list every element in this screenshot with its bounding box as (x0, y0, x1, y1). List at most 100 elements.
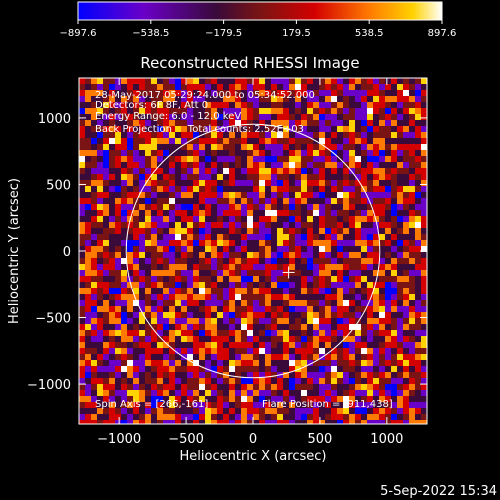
heatmap-pixel (283, 330, 289, 336)
heatmap-pixel (379, 372, 385, 378)
heatmap-pixel (91, 162, 97, 168)
heatmap-pixel (109, 120, 115, 126)
heatmap-pixel (415, 222, 421, 228)
heatmap-pixel (205, 168, 211, 174)
heatmap-pixel (241, 156, 247, 162)
heatmap-pixel (85, 336, 91, 342)
heatmap-pixel (181, 318, 187, 324)
heatmap-pixel (217, 348, 223, 354)
heatmap-pixel (121, 330, 127, 336)
heatmap-pixel (79, 372, 85, 378)
heatmap-pixel (85, 288, 91, 294)
heatmap-pixel (199, 252, 205, 258)
heatmap-pixel (193, 156, 199, 162)
heatmap-pixel (325, 150, 331, 156)
heatmap-pixel (421, 234, 427, 240)
heatmap-pixel (211, 282, 217, 288)
heatmap-pixel (367, 168, 373, 174)
heatmap-pixel (409, 408, 415, 414)
heatmap-pixel (205, 228, 211, 234)
heatmap-pixel (391, 354, 397, 360)
heatmap-pixel (97, 294, 103, 300)
heatmap-pixel (175, 390, 181, 396)
heatmap-pixel (283, 276, 289, 282)
heatmap-pixel (127, 222, 133, 228)
heatmap-pixel (379, 162, 385, 168)
heatmap-pixel (283, 162, 289, 168)
heatmap-pixel (103, 258, 109, 264)
heatmap-pixel (157, 114, 163, 120)
heatmap-pixel (247, 252, 253, 258)
heatmap-pixel (319, 114, 325, 120)
heatmap-pixel (229, 270, 235, 276)
heatmap-pixel (265, 384, 271, 390)
heatmap-pixel (217, 222, 223, 228)
heatmap-pixel (289, 174, 295, 180)
heatmap-pixel (91, 174, 97, 180)
heatmap-pixel (145, 396, 151, 402)
heatmap-pixel (199, 102, 205, 108)
heatmap-pixel (85, 144, 91, 150)
heatmap-pixel (271, 390, 277, 396)
heatmap-pixel (301, 210, 307, 216)
heatmap-pixel (121, 402, 127, 408)
heatmap-pixel (337, 372, 343, 378)
heatmap-pixel (169, 222, 175, 228)
heatmap-pixel (127, 336, 133, 342)
heatmap-pixel (247, 150, 253, 156)
heatmap-pixel (229, 258, 235, 264)
heatmap-pixel (163, 162, 169, 168)
heatmap-pixel (181, 258, 187, 264)
heatmap-pixel (337, 90, 343, 96)
heatmap-pixel (151, 408, 157, 414)
heatmap-pixel (409, 96, 415, 102)
heatmap-pixel (91, 102, 97, 108)
heatmap-pixel (379, 156, 385, 162)
heatmap-pixel (193, 174, 199, 180)
heatmap-pixel (373, 90, 379, 96)
heatmap-pixel (367, 186, 373, 192)
heatmap-pixel (385, 84, 391, 90)
heatmap-pixel (139, 402, 145, 408)
heatmap-pixel (355, 252, 361, 258)
heatmap-pixel (187, 348, 193, 354)
heatmap-pixel (181, 84, 187, 90)
heatmap-pixel (325, 318, 331, 324)
heatmap-pixel (385, 396, 391, 402)
heatmap-pixel (151, 258, 157, 264)
heatmap-pixel (421, 198, 427, 204)
heatmap-pixel (379, 96, 385, 102)
heatmap-pixel (133, 204, 139, 210)
heatmap-pixel (409, 354, 415, 360)
heatmap-pixel (397, 342, 403, 348)
heatmap-pixel (175, 96, 181, 102)
heatmap-pixel (253, 300, 259, 306)
heatmap-pixel (259, 330, 265, 336)
heatmap-pixel (193, 360, 199, 366)
heatmap-pixel (151, 90, 157, 96)
heatmap-pixel (103, 246, 109, 252)
heatmap-pixel (97, 126, 103, 132)
heatmap-pixel (169, 90, 175, 96)
heatmap-pixel (247, 102, 253, 108)
heatmap-pixel (277, 120, 283, 126)
heatmap-pixel (289, 324, 295, 330)
heatmap-pixel (385, 384, 391, 390)
heatmap-pixel (181, 288, 187, 294)
heatmap-pixel (415, 108, 421, 114)
heatmap-pixel (103, 348, 109, 354)
heatmap-pixel (313, 420, 319, 424)
heatmap-pixel (199, 336, 205, 342)
heatmap-pixel (115, 222, 121, 228)
heatmap-pixel (169, 210, 175, 216)
heatmap-pixel (157, 108, 163, 114)
heatmap-pixel (109, 198, 115, 204)
heatmap-pixel (319, 180, 325, 186)
heatmap-pixel (157, 234, 163, 240)
heatmap-pixel (295, 336, 301, 342)
heatmap-pixel (253, 384, 259, 390)
heatmap-pixel (331, 84, 337, 90)
heatmap-pixel (343, 228, 349, 234)
heatmap-pixel (301, 216, 307, 222)
heatmap-pixel (259, 162, 265, 168)
